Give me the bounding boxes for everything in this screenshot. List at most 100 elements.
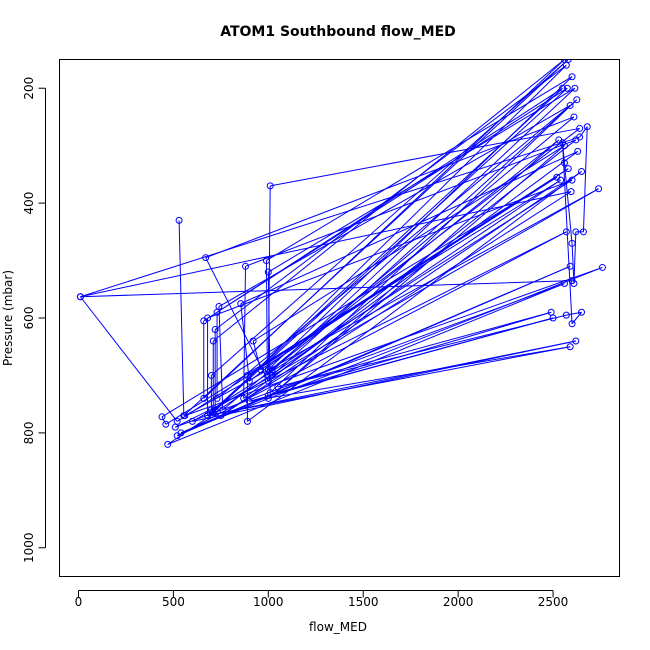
series-segment [180, 265, 571, 434]
data-point [188, 417, 196, 425]
data-point [177, 429, 185, 437]
data-point [162, 420, 170, 428]
data-point [262, 257, 270, 265]
series-segment [184, 188, 599, 417]
series-segment [180, 266, 603, 434]
series-segment [80, 280, 573, 298]
data-point [568, 176, 576, 184]
data-point [274, 383, 282, 391]
data-point [578, 308, 586, 316]
x-tick-label: 2500 [538, 595, 569, 609]
data-point [559, 84, 567, 92]
series-segment [184, 266, 603, 417]
series-segment [243, 151, 579, 399]
data-point [202, 254, 210, 262]
series-segment [245, 139, 577, 267]
series-segment [220, 191, 572, 417]
series-segment [192, 188, 599, 422]
data-point [215, 303, 223, 311]
data-point [574, 147, 582, 155]
series-segment [268, 87, 576, 273]
data-point [264, 392, 272, 400]
series-segment [571, 243, 575, 284]
data-point [181, 412, 189, 420]
data-point [595, 185, 603, 193]
axes-layer: 0 500 1000 1500 2000 2500 200 400 600 800 1000 [22, 77, 568, 609]
data-point [257, 366, 265, 374]
data-point [566, 343, 574, 351]
y-tick-label: 1000 [22, 533, 36, 564]
y-tick-label: 400 [22, 192, 36, 215]
data-point [562, 228, 570, 236]
data-point [568, 239, 576, 247]
y-tick-label: 200 [22, 77, 36, 100]
data-point [560, 280, 568, 288]
series-segment [167, 179, 561, 445]
series-segment [277, 314, 567, 388]
y-axis-label: Pressure (mbar) [1, 270, 15, 366]
series-segment [161, 416, 167, 425]
data-point [264, 394, 272, 402]
data-point [562, 61, 570, 69]
y-tick-label: 800 [22, 421, 36, 444]
data-point [211, 406, 219, 414]
series-segment [222, 116, 575, 411]
series-segment [277, 311, 552, 388]
data-point [213, 394, 221, 402]
series-segment [240, 150, 578, 305]
data-point [573, 96, 581, 104]
x-tick-label: 0 [75, 595, 83, 609]
x-tick-label: 1500 [348, 595, 379, 609]
data-point [568, 73, 576, 81]
series-segment [80, 136, 580, 298]
data-point [583, 123, 591, 131]
series-segment [266, 76, 573, 261]
series-segment [207, 346, 571, 417]
data-point [598, 263, 606, 271]
series-segment [167, 283, 565, 445]
data-point [243, 371, 251, 379]
data-point [576, 133, 584, 141]
series-segment [271, 99, 578, 376]
data-point [578, 168, 586, 176]
series-segment [79, 296, 178, 422]
series-segment [220, 171, 582, 417]
data-point [572, 228, 580, 236]
data-point [264, 268, 272, 276]
data-point [568, 277, 576, 285]
data-point [164, 440, 172, 448]
series-segment [269, 99, 578, 394]
data-point [211, 325, 219, 333]
series-segment [249, 346, 571, 402]
data-point [200, 317, 208, 325]
x-tick-label: 2000 [443, 595, 474, 609]
x-axis-label: flow_MED [309, 620, 367, 634]
series-segment [80, 191, 572, 298]
data-point [217, 412, 225, 420]
series-segment [212, 64, 567, 414]
series-segment [165, 179, 561, 425]
data-point [568, 320, 576, 328]
series-segment [563, 162, 573, 244]
data-point [562, 311, 570, 319]
data-point [557, 176, 565, 184]
series-segment [218, 105, 571, 307]
data-point [570, 113, 578, 121]
data-point [175, 216, 183, 224]
series-segment [268, 317, 554, 397]
series-segment [216, 87, 568, 313]
y-tick-label: 600 [22, 307, 36, 330]
data-point [567, 188, 575, 196]
data-point [566, 101, 574, 109]
series-segment [175, 231, 567, 428]
data-point [237, 300, 245, 308]
series-segment [161, 176, 558, 418]
series-segment [571, 311, 582, 325]
data-point [572, 337, 580, 345]
data-point [579, 228, 587, 236]
series-segment [267, 87, 576, 376]
x-tick-label: 1000 [253, 595, 284, 609]
series-segment [267, 185, 271, 370]
